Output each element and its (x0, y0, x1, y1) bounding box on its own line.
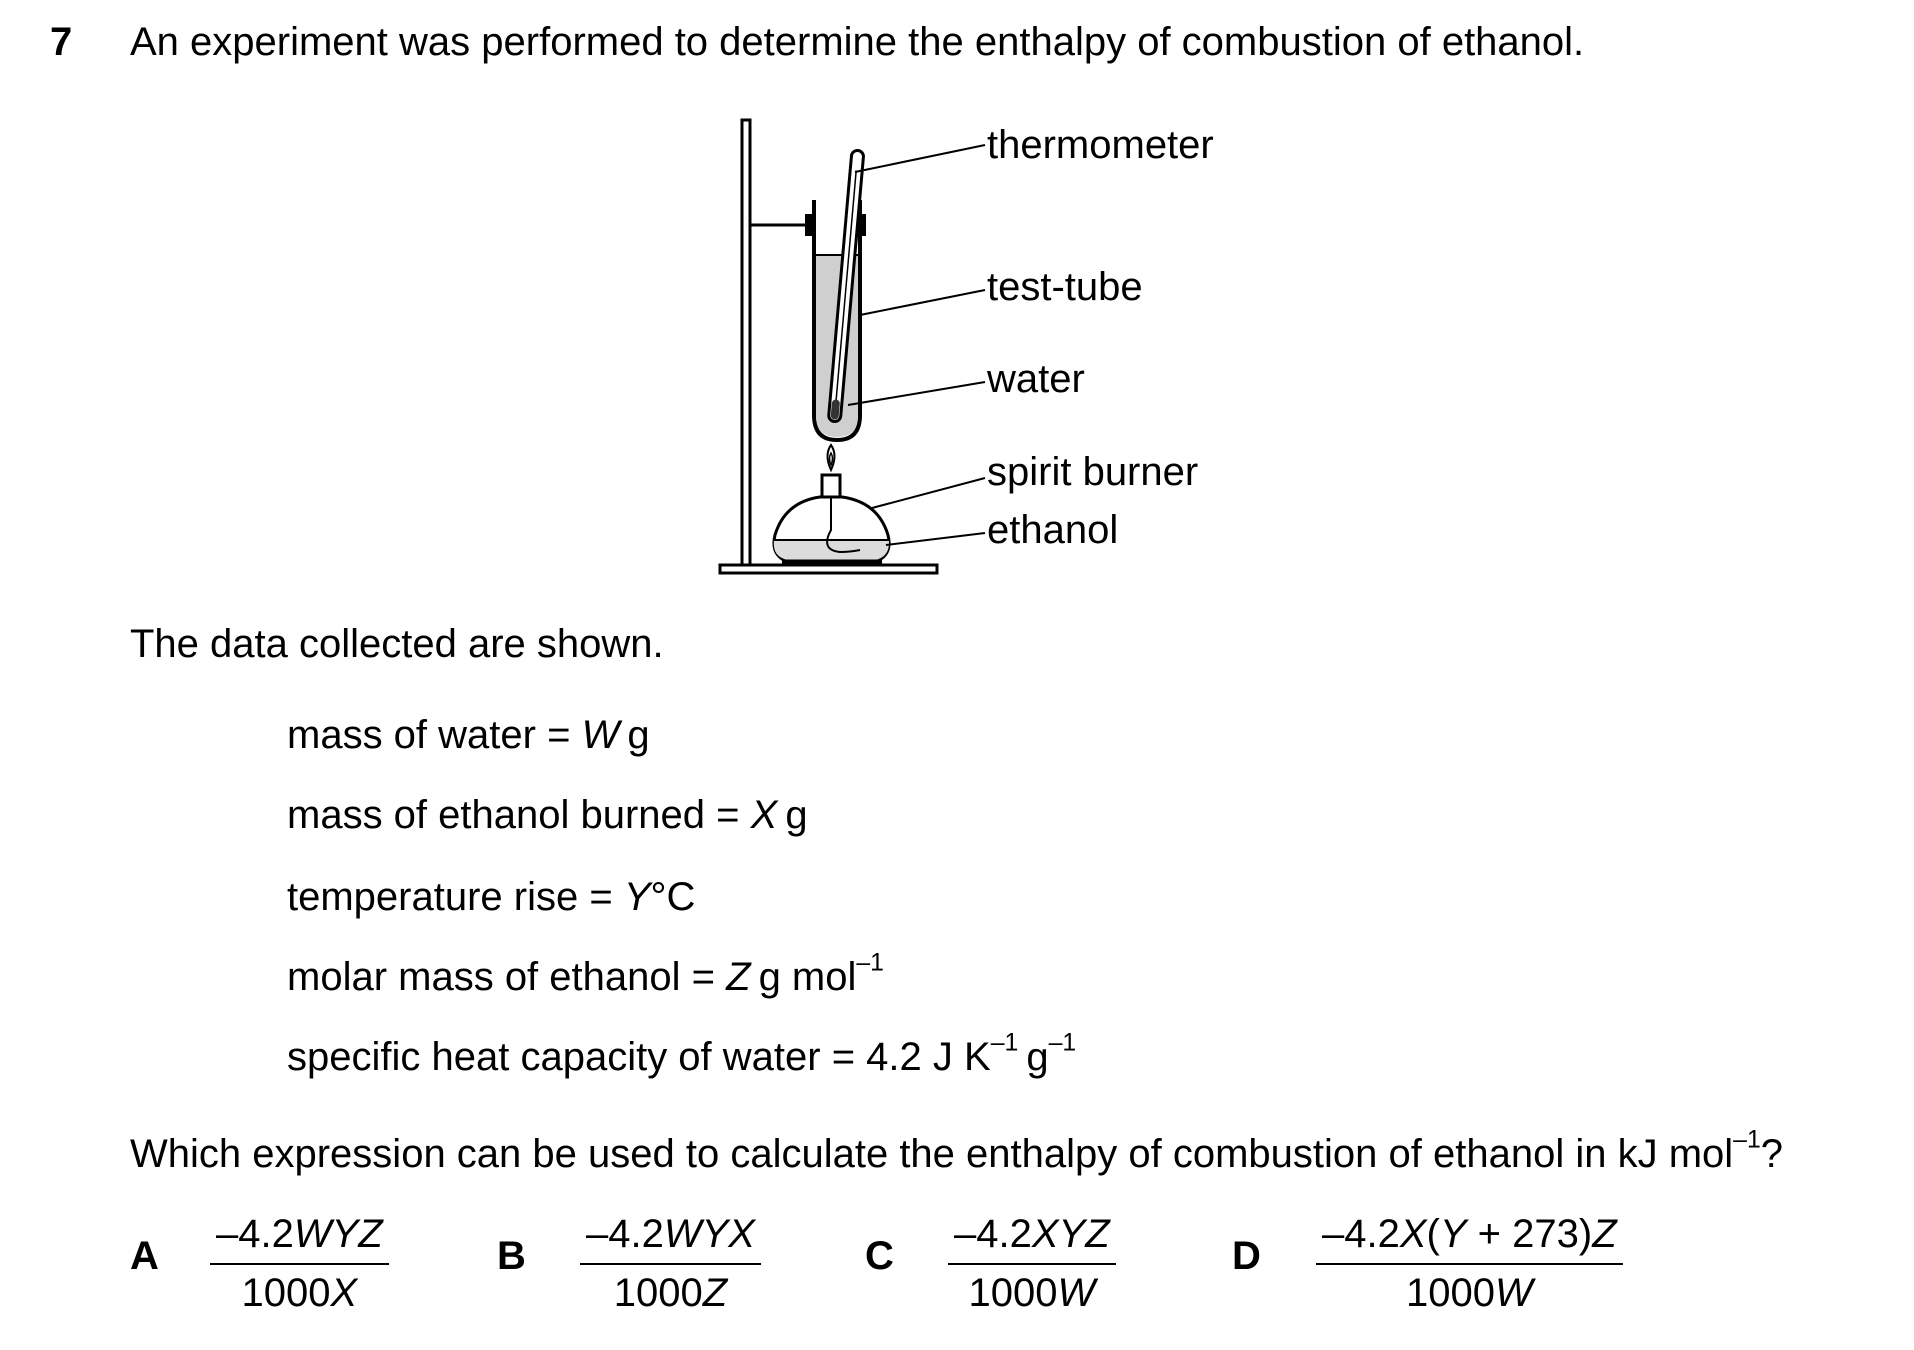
stand-base (718, 563, 939, 575)
question-stem: An experiment was performed to determine… (130, 20, 1585, 64)
data-molar-mass: molar mass of ethanol = Z g mol–1 (287, 949, 884, 999)
question-prompt: Which expression can be used to calculat… (130, 1126, 1783, 1176)
wick-holder (820, 473, 842, 499)
option-b-letter: B (497, 1234, 526, 1278)
label-thermometer: thermometer (987, 123, 1214, 167)
data-lead-in: The data collected are shown. (130, 622, 664, 666)
clamp-jaw-left (805, 214, 813, 236)
leader-ethanol (885, 532, 986, 546)
leader-test-tube (859, 289, 986, 316)
leader-thermometer (854, 144, 986, 173)
label-test-tube: test-tube (987, 265, 1143, 309)
stand-rod (740, 118, 752, 567)
apparatus-diagram: thermometer test-tube water spirit burne… (718, 118, 1214, 575)
thermometer (827, 148, 865, 424)
data-specific-heat-capacity: specific heat capacity of water = 4.2 J … (287, 1029, 1077, 1079)
label-spirit-burner: spirit burner (987, 450, 1198, 494)
option-c-letter: C (865, 1234, 894, 1278)
leader-spirit-burner (871, 477, 986, 509)
data-mass-water: mass of water = W g (287, 713, 650, 757)
leader-water (847, 381, 986, 406)
option-c-expression: –4.2XYZ 1000W (948, 1212, 1116, 1316)
option-a-letter: A (130, 1234, 159, 1278)
option-a-expression: –4.2WYZ 1000X (210, 1212, 389, 1316)
option-b-expression: –4.2WYX 1000Z (580, 1212, 761, 1316)
option-d-letter: D (1232, 1234, 1261, 1278)
data-mass-ethanol: mass of ethanol burned = X g (287, 793, 808, 837)
data-temperature-rise: temperature rise = Y°C (287, 875, 696, 919)
question-number: 7 (50, 20, 73, 64)
test-tube (812, 200, 862, 443)
label-water: water (986, 357, 1085, 401)
option-d-expression: –4.2X(Y + 273)Z 1000W (1316, 1212, 1623, 1316)
label-ethanol: ethanol (987, 508, 1118, 552)
wick (826, 497, 861, 554)
